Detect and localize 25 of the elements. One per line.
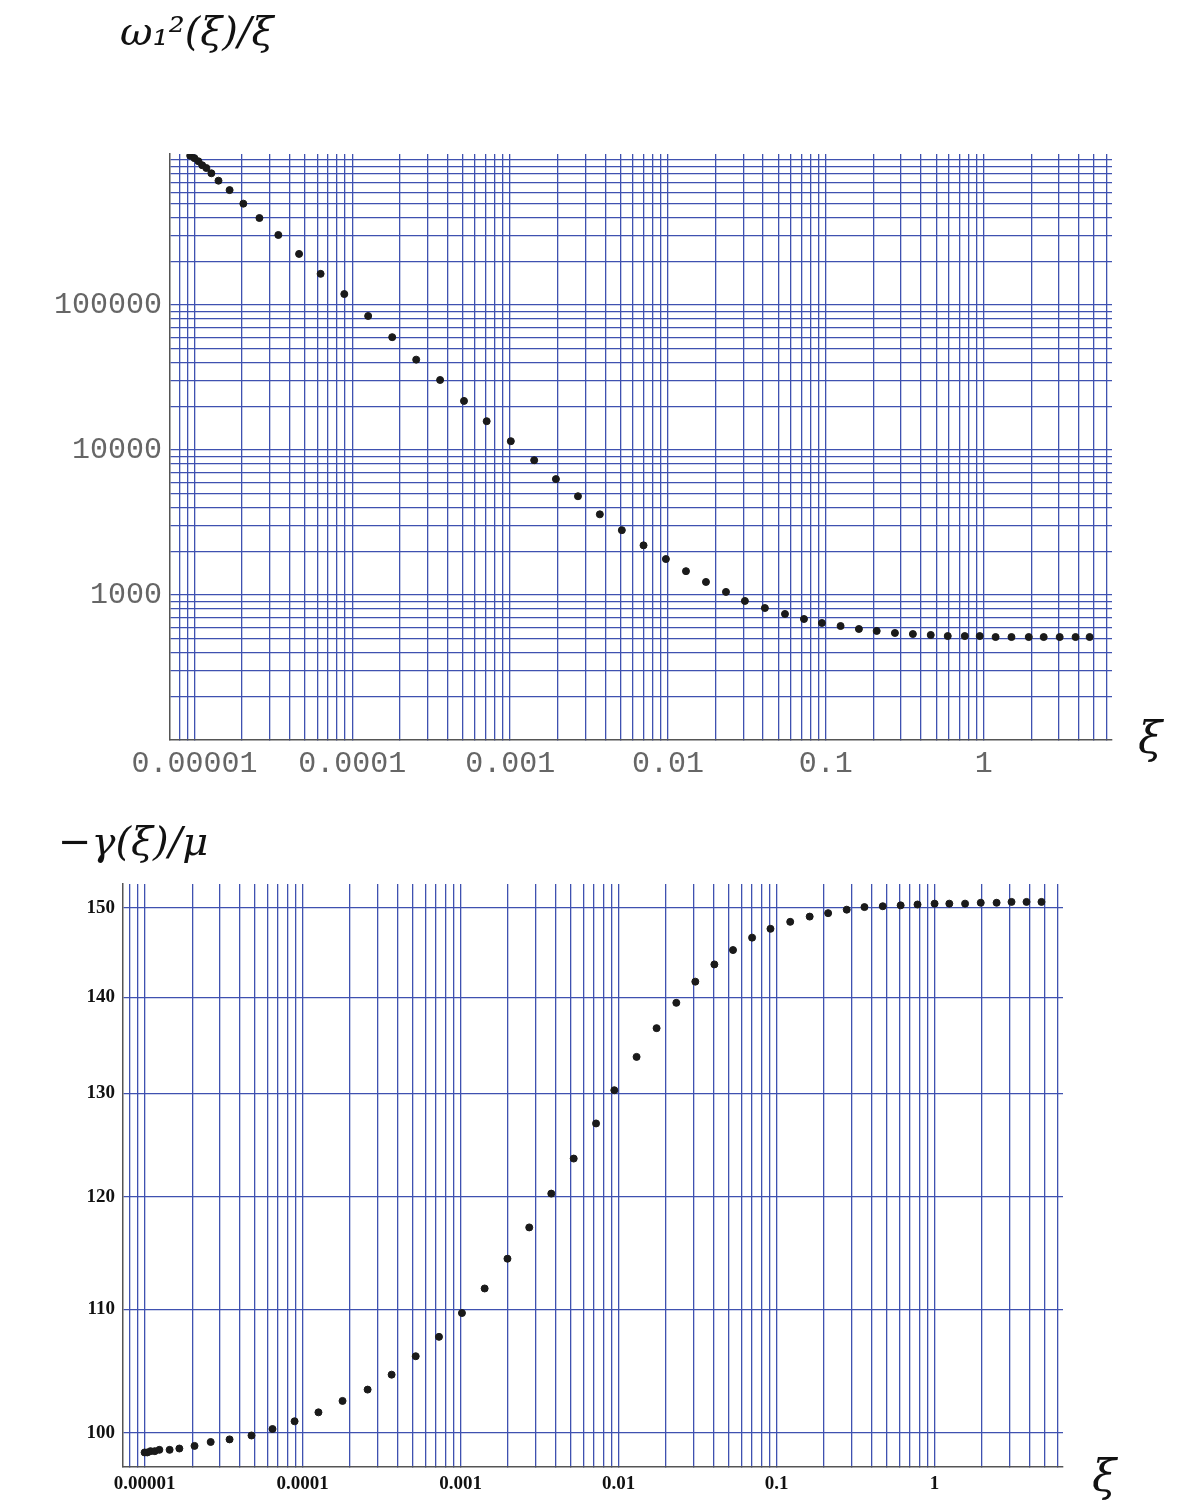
y-axis-title: ω₁²(ξ)/ξ — [120, 8, 274, 54]
x-tick-label: 0.0001 — [276, 1472, 329, 1494]
x-tick-label: 0.001 — [439, 1472, 482, 1494]
x-axis-title: ξ — [1138, 712, 1163, 763]
x-tick-label: 0.00001 — [131, 746, 258, 781]
x-tick-label: 1 — [929, 1472, 940, 1494]
x-tick-label: 0.01 — [601, 1472, 636, 1494]
y-axis-title: −γ(ξ)/μ — [58, 818, 209, 864]
y-tick-label: 130 — [86, 1081, 115, 1103]
x-tick-label: 0.001 — [465, 746, 556, 781]
y-tick-label: 110 — [87, 1297, 115, 1319]
x-tick-label: 0.0001 — [298, 746, 407, 781]
y-tick-label: 140 — [86, 985, 115, 1007]
y-tick-label: 100 — [86, 1420, 115, 1442]
y-tick-label: 1000 — [89, 577, 162, 612]
y-tick-label: 120 — [86, 1184, 115, 1206]
y-tick-label: 100000 — [53, 287, 162, 322]
y-tick-label: 150 — [86, 895, 115, 917]
x-tick-label: 0.00001 — [113, 1472, 176, 1494]
x-tick-label: 0.1 — [798, 746, 853, 781]
x-axis-title: ξ — [1092, 1450, 1117, 1501]
x-tick-label: 1 — [974, 746, 993, 781]
x-tick-label: 0.01 — [631, 746, 704, 781]
y-tick-label: 10000 — [71, 432, 162, 467]
x-tick-label: 0.1 — [764, 1472, 789, 1494]
